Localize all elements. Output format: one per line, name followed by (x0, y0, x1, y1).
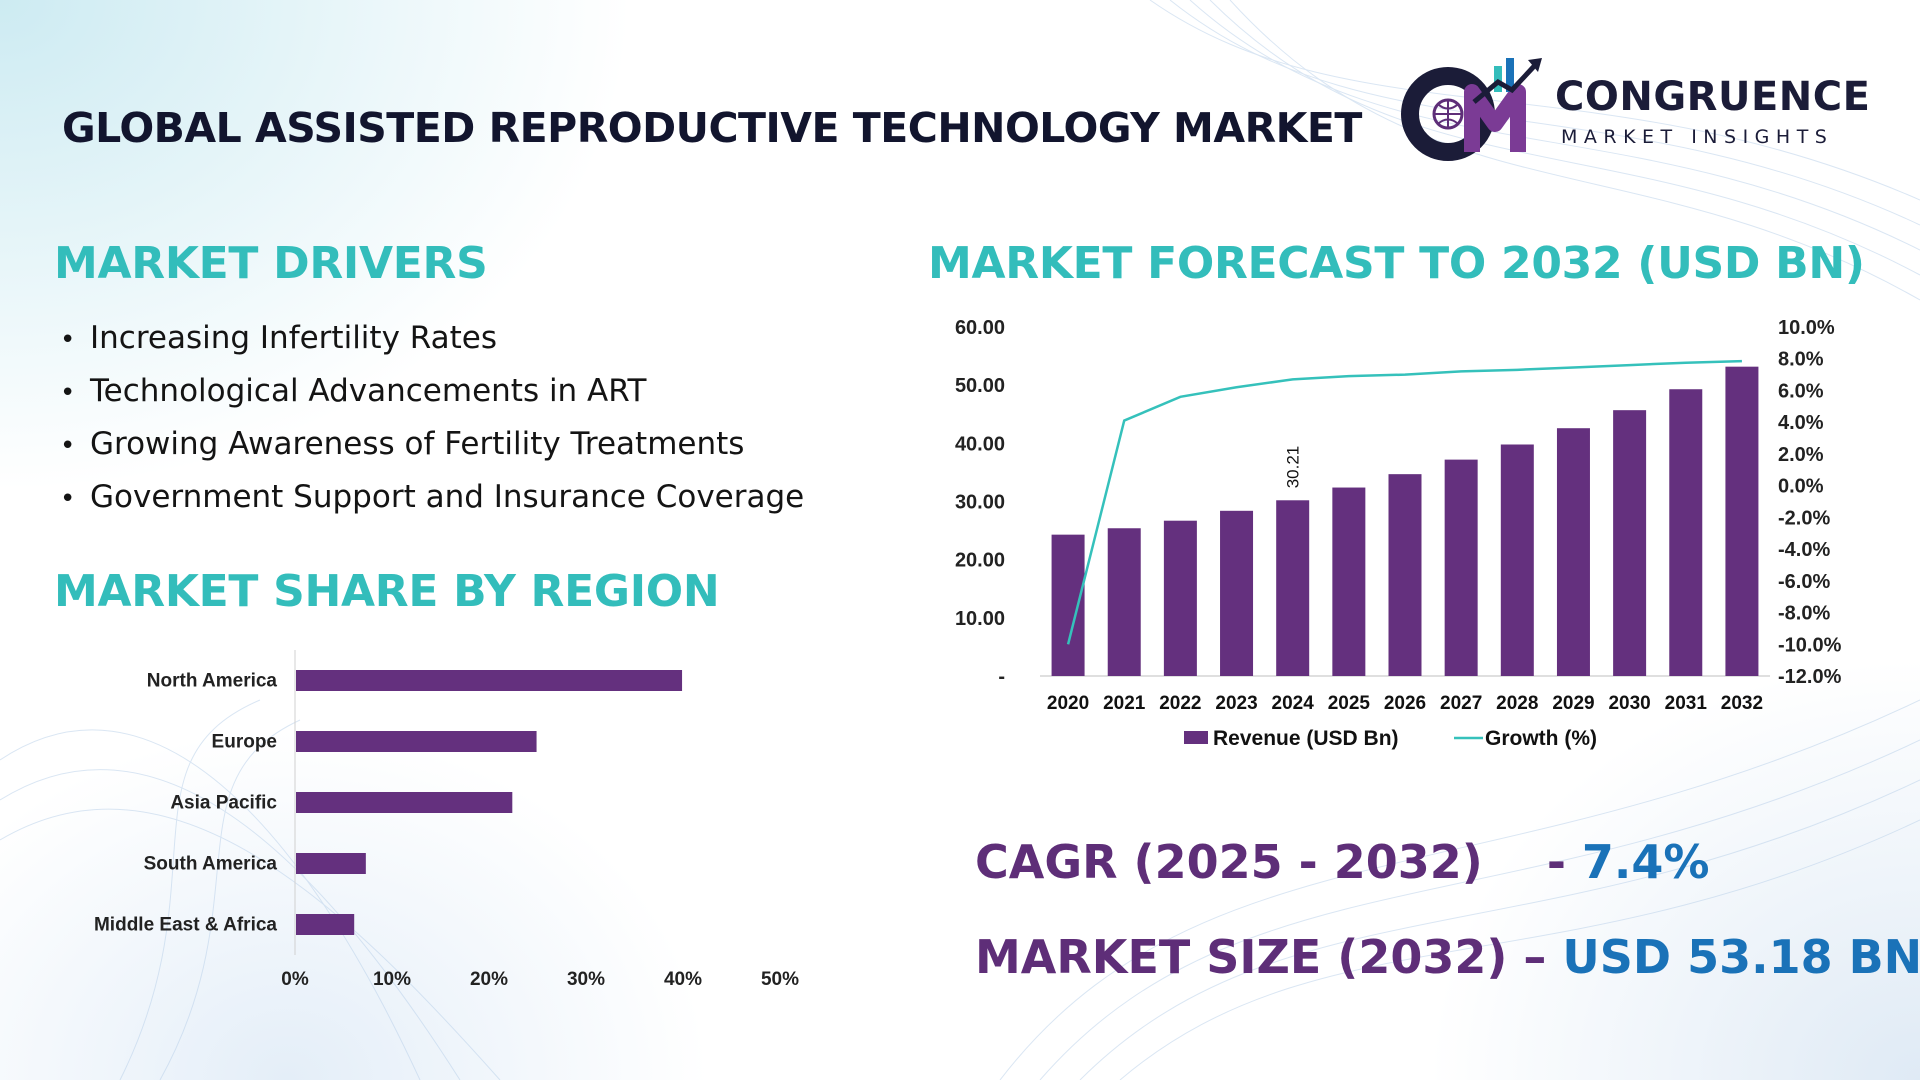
forecast-heading: MARKET FORECAST TO 2032 (USD BN) (928, 238, 1865, 289)
legend-revenue-label: Revenue (USD Bn) (1213, 727, 1399, 750)
revenue-bar (1388, 474, 1422, 676)
cagr-value: 7.4% (1581, 835, 1710, 889)
forecast-right-tick-label: 2.0% (1778, 444, 1824, 466)
region-tick-label: 20% (470, 969, 508, 990)
revenue-bar (1669, 389, 1703, 676)
forecast-year-label: 2031 (1665, 693, 1708, 714)
revenue-bar (1107, 528, 1141, 676)
revenue-bar (1332, 487, 1366, 676)
forecast-year-label: 2021 (1103, 693, 1146, 714)
forecast-right-tick-label: -8.0% (1778, 603, 1830, 625)
driver-text: Technological Advancements in ART (90, 373, 647, 409)
market-size-dash: – (1507, 930, 1563, 984)
forecast-left-tick-label: - (998, 666, 1005, 688)
region-category-label: North America (147, 671, 278, 692)
cagr-label: CAGR (2025 - 2032) (975, 835, 1483, 889)
page-title: GLOBAL ASSISTED REPRODUCTIVE TECHNOLOGY … (62, 104, 1362, 152)
forecast-year-label: 2029 (1552, 693, 1594, 714)
legend-growth-label: Growth (%) (1485, 727, 1597, 750)
logo-wordmark: CONGRUENCE (1555, 74, 1871, 120)
drivers-list: • Increasing Infertility Rates • Technolog… (56, 312, 804, 524)
region-tick-label: 10% (373, 969, 411, 990)
forecast-year-label: 2023 (1215, 693, 1257, 714)
forecast-left-tick-label: 40.00 (955, 433, 1005, 455)
revenue-bar (1220, 510, 1254, 676)
region-category-label: Europe (212, 732, 277, 753)
driver-text: Government Support and Insurance Coverag… (90, 479, 805, 515)
forecast-right-tick-label: 0.0% (1778, 476, 1824, 498)
forecast-right-tick-label: 10.0% (1778, 317, 1835, 339)
forecast-left-tick-label: 50.00 (955, 375, 1005, 397)
revenue-bar (1556, 428, 1590, 676)
forecast-right-tick-label: 4.0% (1778, 412, 1824, 434)
market-size-label: MARKET SIZE (2032) (975, 930, 1508, 984)
region-bar (296, 792, 513, 813)
forecast-left-tick-label: 10.00 (955, 608, 1005, 630)
forecast-year-label: 2020 (1047, 693, 1089, 714)
region-bar (296, 914, 355, 935)
cagr-dash: - (1546, 835, 1582, 889)
legend-revenue-swatch (1184, 731, 1208, 744)
region-tick-label: 30% (567, 969, 605, 990)
growth-line (1066, 359, 1742, 645)
forecast-left-tick-label: 30.00 (955, 492, 1005, 514)
region-bar (296, 731, 537, 752)
revenue-bar (1500, 444, 1534, 676)
forecast-right-tick-label: -12.0% (1778, 666, 1842, 688)
forecast-year-label: 2024 (1272, 693, 1315, 714)
forecast-year-label: 2028 (1496, 693, 1538, 714)
forecast-chart: - 10.00 20.00 30.00 40.00 50.00 60.00 -12.0% -10… (955, 317, 1842, 750)
revenue-bar (1163, 520, 1197, 676)
forecast-year-label: 2025 (1328, 693, 1371, 714)
forecast-right-tick-label: -10.0% (1778, 634, 1842, 656)
region-tick-label: 40% (664, 969, 702, 990)
forecast-year-label: 2026 (1384, 693, 1426, 714)
revenue-bar (1276, 500, 1310, 676)
forecast-year-label: 2022 (1159, 693, 1201, 714)
market-size-value: USD 53.18 BN (1562, 930, 1920, 984)
revenue-bar (1725, 366, 1759, 676)
forecast-year-label: 2030 (1608, 693, 1650, 714)
forecast-left-tick-label: 60.00 (955, 317, 1005, 339)
region-category-label: Middle East & Africa (94, 915, 277, 936)
forecast-right-tick-label: 6.0% (1778, 380, 1824, 402)
forecast-left-tick-label: 20.00 (955, 550, 1005, 572)
drivers-heading: MARKET DRIVERS (54, 238, 488, 289)
list-item: • Growing Awareness of Fertility Treatmen… (60, 426, 745, 462)
logo-tagline: MARKET INSIGHTS (1561, 126, 1834, 148)
region-tick-label: 0% (281, 969, 309, 990)
cagr-stat: CAGR (2025 - 2032) - 7.4% (975, 835, 1710, 889)
revenue-bar (1051, 534, 1085, 676)
region-bar (296, 670, 683, 691)
company-logo: CONGRUENCE MARKET INSIGHTS (1400, 52, 1870, 162)
revenue-bar (1613, 410, 1647, 676)
region-heading: MARKET SHARE BY REGION (54, 566, 720, 617)
logo-mark-icon (1401, 58, 1542, 161)
forecast-right-tick-label: 8.0% (1778, 349, 1824, 371)
forecast-right-tick-label: -4.0% (1778, 539, 1830, 561)
forecast-year-label: 2027 (1440, 693, 1482, 714)
market-size-stat: MARKET SIZE (2032) – USD 53.18 BN (975, 930, 1920, 984)
forecast-year-label: 2032 (1721, 693, 1763, 714)
list-item: • Increasing Infertility Rates (60, 320, 498, 356)
forecast-right-tick-label: -6.0% (1778, 571, 1830, 593)
list-item: • Government Support and Insurance Covera… (60, 479, 805, 515)
revenue-bar (1444, 459, 1478, 676)
driver-text: Increasing Infertility Rates (90, 320, 498, 356)
revenue-data-label: 30.21 (1284, 446, 1303, 489)
region-bar (296, 853, 366, 874)
forecast-right-tick-label: -2.0% (1778, 507, 1830, 529)
list-item: • Technological Advancements in ART (60, 373, 647, 409)
region-tick-label: 50% (761, 969, 799, 990)
region-category-label: Asia Pacific (170, 793, 277, 814)
driver-text: Growing Awareness of Fertility Treatment… (90, 426, 745, 462)
region-share-chart: North America Europe Asia Pacific South Ame… (94, 650, 799, 990)
region-category-label: South America (144, 854, 278, 875)
